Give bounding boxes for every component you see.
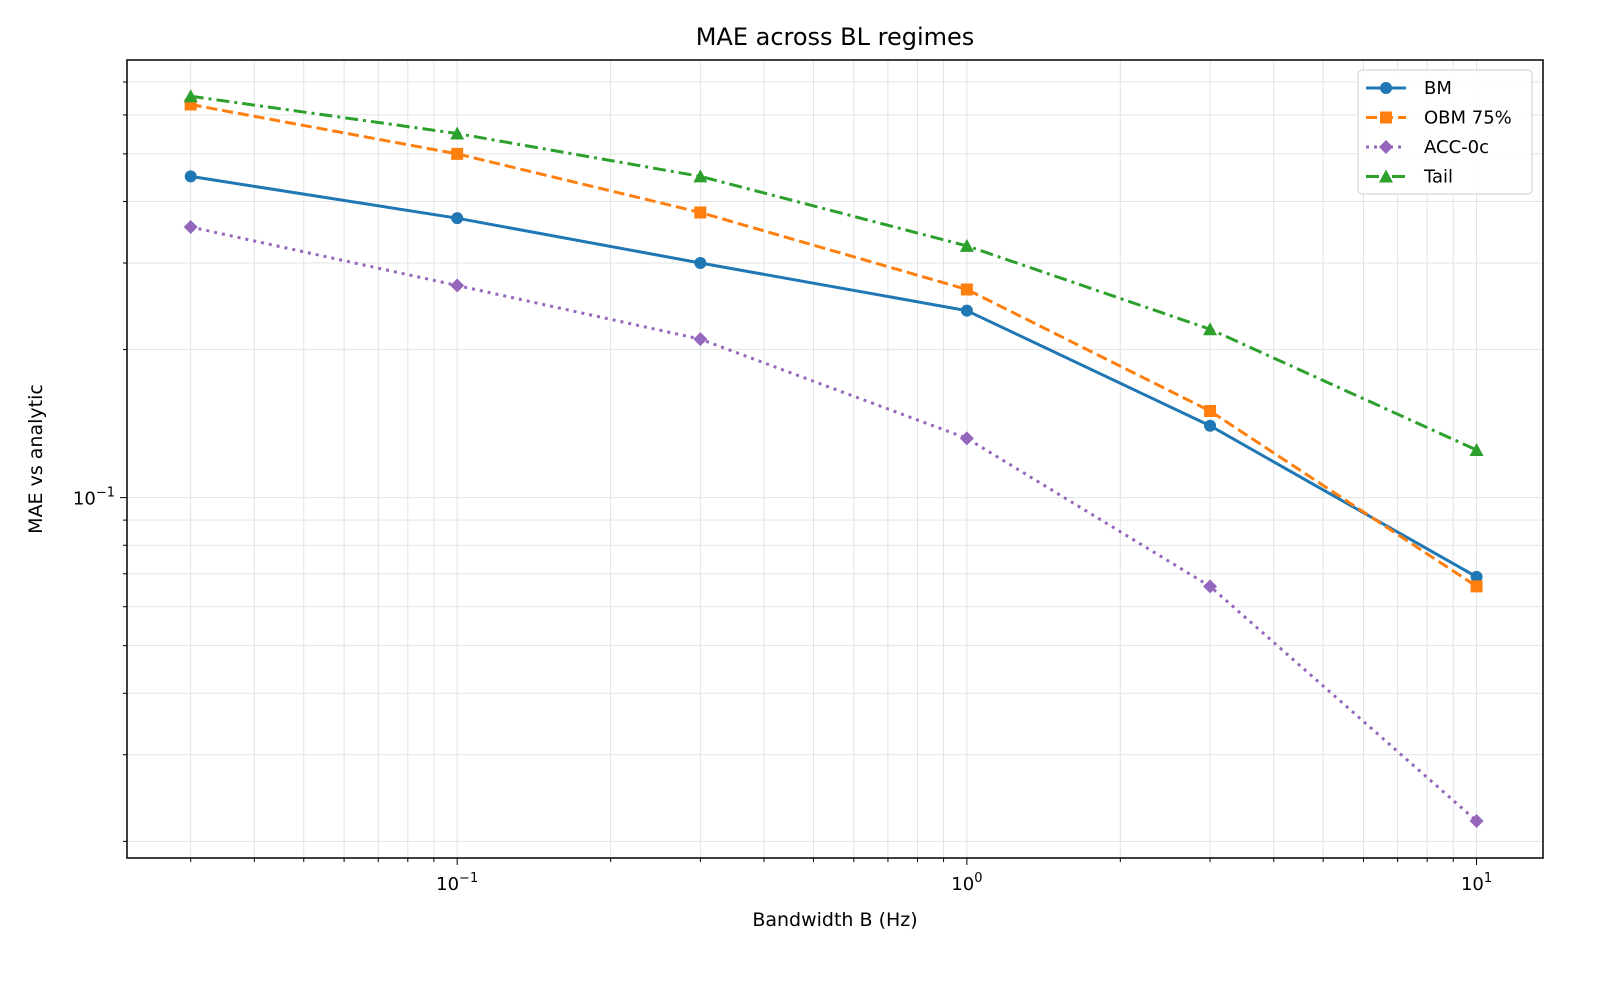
data-point	[960, 304, 973, 317]
y-tick-label: 10−1	[73, 486, 115, 510]
x-tick-label: 10−1	[436, 871, 478, 895]
legend-label: BM	[1424, 78, 1452, 99]
series-obm-75-	[184, 98, 1483, 593]
legend-marker	[1379, 169, 1393, 183]
legend-marker	[1380, 82, 1392, 94]
data-point	[960, 283, 973, 296]
data-point	[693, 169, 708, 183]
data-point	[959, 238, 974, 252]
data-point	[183, 89, 198, 103]
data-point	[693, 332, 708, 347]
legend-box	[1357, 69, 1533, 195]
data-point	[1469, 442, 1484, 456]
series-bm	[184, 170, 1483, 583]
legend: BM OBM 75% ACC-0c Tail	[1357, 69, 1533, 195]
series-line	[190, 225, 1478, 823]
data-point	[959, 431, 974, 446]
data-point	[1204, 405, 1217, 418]
series-line	[190, 174, 1478, 579]
data-point	[694, 256, 707, 269]
legend-marker	[1379, 140, 1393, 154]
series-line	[190, 94, 1478, 452]
x-tick-label: 101	[1461, 871, 1492, 895]
series-acc-0c	[183, 220, 1484, 828]
data-point	[183, 220, 198, 235]
series-group	[183, 89, 1484, 828]
legend-label: Tail	[1423, 167, 1453, 188]
x-axis-label: Bandwidth B (Hz)	[752, 909, 917, 931]
data-point	[451, 212, 464, 225]
data-point	[1203, 579, 1218, 594]
ticks: 10−1 100 101 10−1	[73, 81, 1492, 895]
legend-label: OBM 75%	[1424, 108, 1512, 129]
data-point	[694, 206, 707, 219]
y-axis-label: MAE vs analytic	[25, 384, 47, 534]
legend-marker	[1380, 111, 1392, 124]
data-point	[1203, 322, 1218, 336]
data-point	[1470, 570, 1483, 583]
data-point	[450, 126, 465, 140]
data-point	[184, 170, 197, 183]
chart-title: MAE across BL regimes	[696, 23, 975, 51]
data-point	[451, 147, 464, 160]
plot-frame	[126, 59, 1544, 859]
series-line	[190, 103, 1478, 588]
data-point	[1204, 419, 1217, 432]
data-point	[1470, 580, 1483, 593]
data-point	[450, 278, 465, 293]
grid	[127, 60, 1543, 858]
legend-label: ACC-0c	[1424, 137, 1489, 158]
data-point	[1469, 813, 1484, 828]
series-tail	[183, 89, 1484, 456]
x-tick-label: 100	[951, 871, 982, 895]
